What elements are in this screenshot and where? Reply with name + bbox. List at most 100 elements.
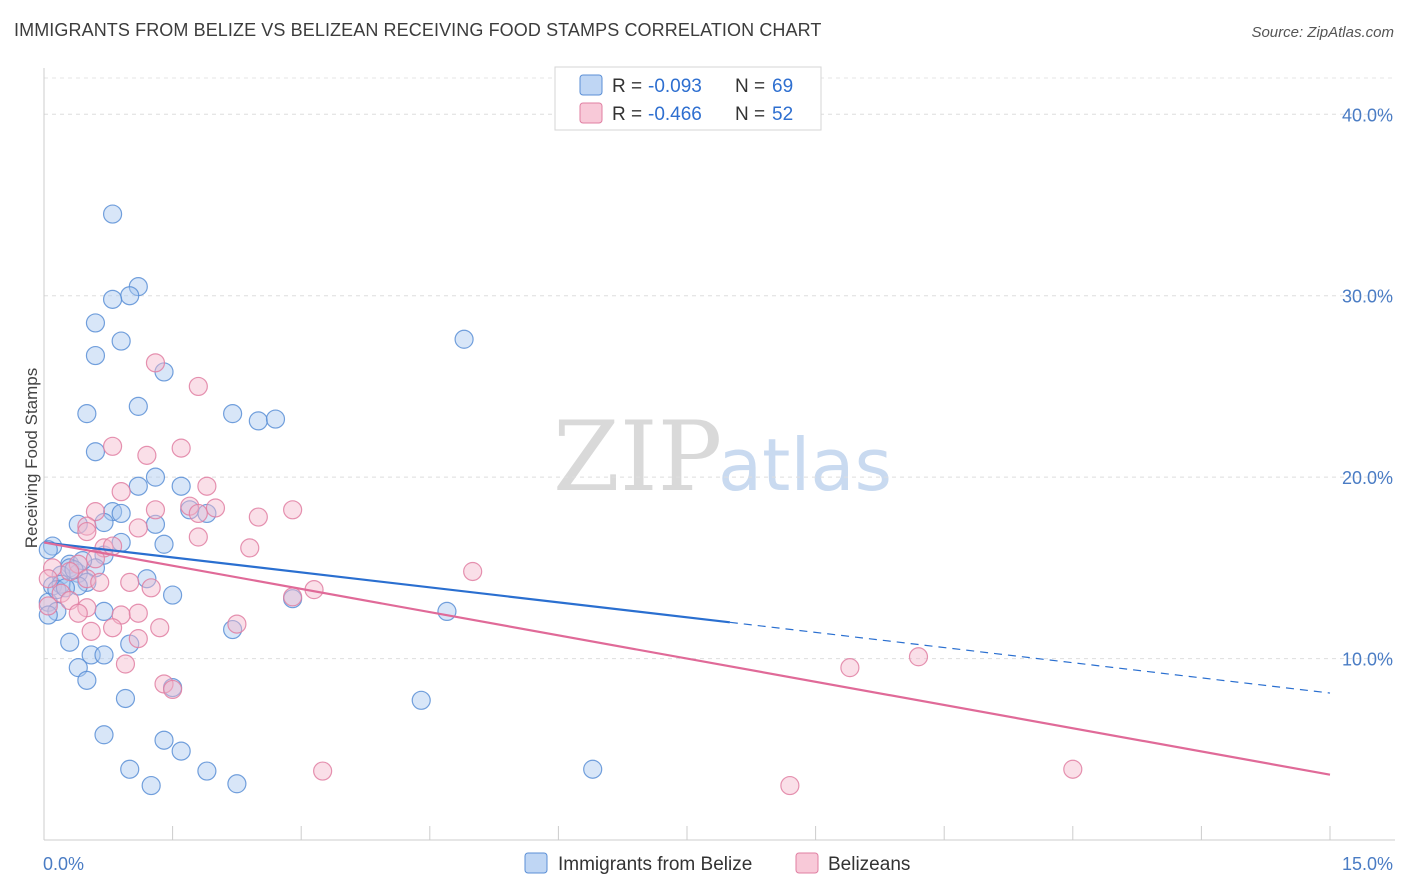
watermark-zip: ZIP xyxy=(553,401,722,513)
point-belizeans xyxy=(240,538,260,558)
legend-n-value-2: 52 xyxy=(772,104,793,125)
point-immigrants-from-belize xyxy=(128,476,148,496)
point-immigrants-from-belize xyxy=(115,688,136,709)
point-belizeans xyxy=(115,654,136,674)
point-immigrants-from-belize xyxy=(111,331,131,351)
y-tick-label: 30.0% xyxy=(1342,287,1393,307)
y-tick-label: 10.0% xyxy=(1342,650,1393,670)
point-belizeans xyxy=(188,376,208,397)
x-tick-label-max: 15.0% xyxy=(1342,854,1393,874)
trend-line-immigrants-from-belize xyxy=(43,541,730,624)
point-belizeans xyxy=(908,647,929,667)
point-immigrants-from-belize xyxy=(102,204,123,224)
tick-labels: 10.0% 20.0% 30.0% 40.0% 0.0% 15.0% xyxy=(43,105,1393,874)
point-belizeans xyxy=(313,761,333,781)
point-belizeans xyxy=(840,658,860,678)
point-immigrants-from-belize xyxy=(85,442,106,462)
bottom-legend-label-pink: Belizeans xyxy=(828,854,910,875)
point-belizeans xyxy=(120,572,140,592)
point-belizeans xyxy=(38,596,58,616)
point-belizeans xyxy=(283,500,303,520)
point-immigrants-from-belize xyxy=(163,585,183,605)
point-belizeans xyxy=(780,775,800,796)
point-immigrants-from-belize xyxy=(85,313,106,333)
legend-r-value-1: -0.093 xyxy=(648,76,702,97)
point-immigrants-from-belize xyxy=(38,540,58,560)
point-immigrants-from-belize xyxy=(171,476,191,496)
point-immigrants-from-belize xyxy=(437,601,457,622)
point-immigrants-from-belize xyxy=(454,329,474,349)
point-immigrants-from-belize xyxy=(248,411,268,431)
point-immigrants-from-belize xyxy=(197,761,217,781)
point-immigrants-from-belize xyxy=(171,741,191,761)
point-belizeans xyxy=(102,536,123,556)
legend-r-label-2: R = xyxy=(612,104,642,125)
point-belizeans xyxy=(60,561,80,582)
point-belizeans xyxy=(85,502,106,522)
point-immigrants-from-belize xyxy=(94,645,114,665)
point-belizeans xyxy=(145,353,166,373)
point-belizeans xyxy=(111,482,131,502)
point-belizeans xyxy=(90,572,110,592)
point-belizeans xyxy=(283,587,303,607)
point-immigrants-from-belize xyxy=(227,774,247,794)
point-belizeans xyxy=(171,438,191,458)
point-immigrants-from-belize xyxy=(411,690,431,710)
point-belizeans xyxy=(205,498,226,518)
point-immigrants-from-belize xyxy=(77,670,97,690)
point-immigrants-from-belize xyxy=(111,503,131,524)
legend-n-label-2: N = xyxy=(735,104,765,125)
point-belizeans xyxy=(102,618,123,638)
point-immigrants-from-belize xyxy=(120,759,140,779)
axes xyxy=(43,68,1395,841)
point-belizeans xyxy=(128,518,148,538)
series-belizeans xyxy=(38,353,1083,796)
point-belizeans xyxy=(163,679,183,700)
legend-swatch-blue xyxy=(579,74,603,96)
legend-n-label-1: N = xyxy=(735,76,765,97)
point-belizeans xyxy=(38,569,58,589)
watermark-atlas: atlas xyxy=(718,423,892,507)
point-immigrants-from-belize xyxy=(94,601,114,622)
point-immigrants-from-belize xyxy=(128,396,148,416)
legend-r-label-1: R = xyxy=(612,76,642,97)
legend-n-value-1: 69 xyxy=(772,76,793,97)
point-belizeans xyxy=(197,476,217,496)
point-belizeans xyxy=(141,578,161,598)
point-belizeans xyxy=(188,527,208,547)
point-immigrants-from-belize xyxy=(583,759,603,779)
point-belizeans xyxy=(137,445,157,465)
point-immigrants-from-belize xyxy=(154,534,174,554)
correlation-legend: R = -0.093 N = 69 R = -0.466 N = 52 xyxy=(554,66,822,131)
point-belizeans xyxy=(85,549,106,569)
trend-lines xyxy=(43,541,1331,776)
point-belizeans xyxy=(463,561,483,582)
watermark: ZIP atlas xyxy=(553,401,892,513)
trend-line-belizeans xyxy=(43,541,1331,776)
point-immigrants-from-belize xyxy=(94,725,114,745)
point-belizeans xyxy=(102,436,123,456)
point-belizeans xyxy=(128,603,148,623)
grid-lines xyxy=(44,77,1395,660)
point-belizeans xyxy=(188,503,208,524)
point-immigrants-from-belize xyxy=(60,632,80,652)
point-belizeans xyxy=(227,614,247,634)
point-immigrants-from-belize xyxy=(145,467,166,487)
point-belizeans xyxy=(1063,759,1083,779)
point-immigrants-from-belize xyxy=(141,775,161,796)
point-belizeans xyxy=(150,618,170,638)
legend-r-value-2: -0.466 xyxy=(648,104,702,125)
point-immigrants-from-belize xyxy=(223,404,243,424)
point-immigrants-from-belize xyxy=(154,730,174,750)
point-belizeans xyxy=(145,500,166,520)
bottom-legend-swatch-pink xyxy=(795,852,819,874)
trend-line-immigrants-from-belize-extrapolated xyxy=(729,621,1331,694)
y-tick-label: 20.0% xyxy=(1342,468,1393,488)
x-tick-label-min: 0.0% xyxy=(43,854,84,874)
point-immigrants-from-belize xyxy=(265,409,286,429)
point-belizeans xyxy=(128,629,148,649)
source-credit: Source: ZipAtlas.com xyxy=(1251,24,1394,41)
series-legend: Immigrants from Belize Belizeans xyxy=(524,852,910,875)
point-belizeans xyxy=(248,507,268,527)
